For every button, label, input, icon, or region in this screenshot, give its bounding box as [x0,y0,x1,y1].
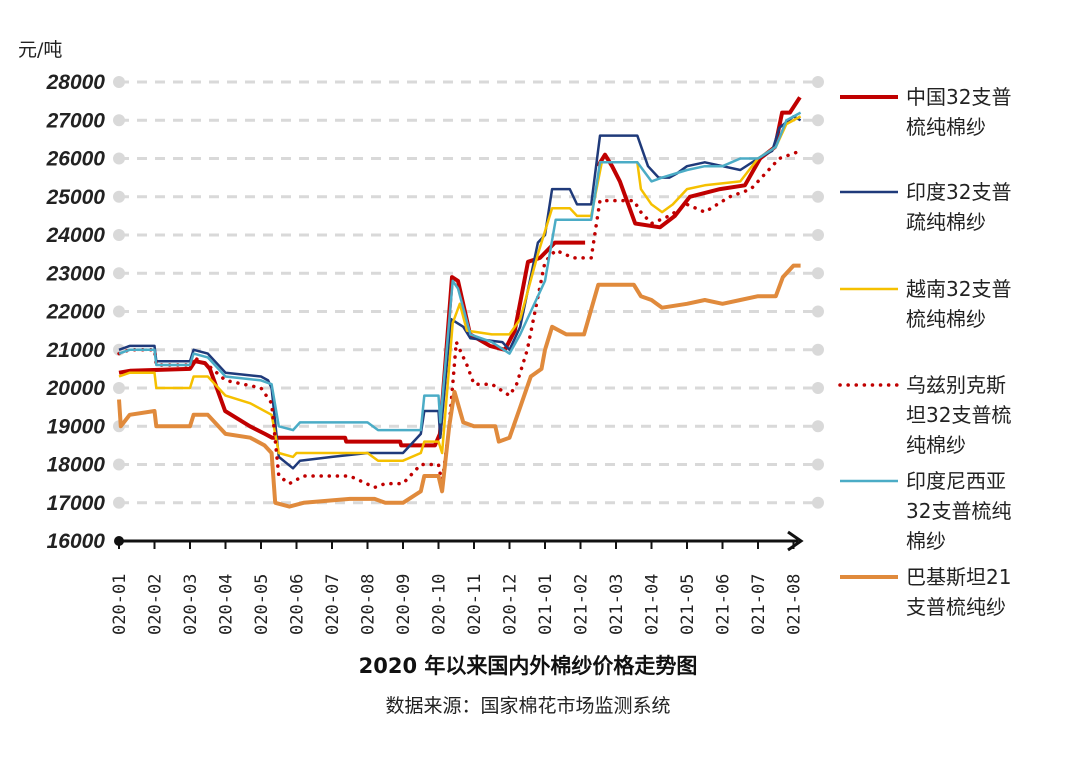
x-axis-ticks: 020-01 020-02 020-03 020-04 020-05 020-06 020-… [110,541,805,635]
x-tick-label: 020-01 [110,574,130,635]
x-tick-label: 020-05 [252,574,272,635]
x-tick-label: 020-10 [430,574,450,635]
legend-label: 棉纱 [906,529,946,553]
y-tick-label: 22000 [46,301,106,324]
y-tick-label: 19000 [47,415,106,438]
legend-label: 印度尼西亚 [906,469,1006,493]
legend-label: 梳纯棉纱 [906,115,986,139]
x-tick-label: 020-09 [394,574,414,635]
legend: 中国32支普梳纯棉纱印度32支普疏纯棉纱越南32支普梳纯棉纱乌兹别克斯坦32支普… [838,85,1011,619]
gridline-end-dot [812,343,824,356]
gridlines [113,76,824,509]
series-line-5 [117,263,801,509]
gridline-end-dot [812,305,824,318]
chart-title: 2020 年以来国内外棉纱价格走势图 [359,654,698,678]
y-axis-ticks: 16000 17000 18000 19000 20000 21000 22000 23000… [46,71,106,553]
x-tick-label: 021-08 [785,574,805,635]
series-line-2 [118,115,802,462]
y-tick-label: 17000 [47,492,106,515]
x-tick-label: 021-04 [643,574,663,635]
y-tick-label: 24000 [46,224,106,247]
series-lines [117,96,803,509]
x-tick-label: 020-03 [181,574,201,635]
x-tick-label: 021-05 [678,574,698,635]
y-tick-label: 20000 [46,377,106,400]
y-tick-label: 21000 [46,339,106,362]
legend-label: 乌兹别克斯 [906,373,1006,397]
legend-label: 纯棉纱 [906,433,966,457]
x-tick-label: 020-11 [465,574,485,635]
gridline-end-dot [812,496,824,509]
legend-label: 疏纯棉纱 [906,210,986,234]
y-tick-label: 28000 [46,71,106,94]
x-tick-label: 020-04 [217,574,237,635]
x-tick-label: 020-07 [323,574,343,635]
gridline-end-dot [113,229,125,241]
gridline-end-dot [113,152,125,165]
gridline-end-dot [812,267,824,280]
x-axis-arrow-icon [787,530,804,552]
gridline-end-dot [812,114,824,127]
gridline-end-dot [113,114,125,127]
gridline-end-dot [113,76,125,88]
gridline-end-dot [812,420,824,433]
y-tick-label: 18000 [47,454,106,477]
x-tick-label: 020-06 [288,574,308,635]
x-tick-label: 021-06 [714,574,734,635]
gridline-end-dot [113,496,125,509]
y-tick-label: 26000 [46,148,106,171]
x-tick-label: 020-12 [501,574,521,635]
y-tick-label: 27000 [46,109,106,132]
legend-label: 印度32支普 [906,180,1011,204]
x-tick-label: 020-08 [359,574,379,635]
series-line-0 [596,96,802,230]
legend-label: 支普梳纯纱 [906,595,1006,619]
x-tick-label: 021-03 [607,574,627,635]
gridline-end-dot [812,229,824,241]
gridline-end-dot [113,190,125,203]
legend-label: 梳纯棉纱 [906,307,986,331]
gridline-end-dot [812,190,824,203]
x-tick-label: 021-02 [572,574,592,635]
chart-source: 数据来源：国家棉花市场监测系统 [385,695,670,717]
y-tick-label: 25000 [46,186,106,209]
series-line-4 [118,111,802,432]
gridline-end-dot [113,458,125,471]
series-line-3 [117,149,803,490]
legend-label: 32支普梳纯 [906,499,1011,523]
series-line-0 [118,240,586,448]
legend-label: 中国32支普 [906,85,1011,109]
legend-label: 坦32支普梳 [906,403,1011,427]
gridline-end-dot [812,382,824,394]
x-tick-label: 020-02 [146,574,166,635]
x-tick-label: 021-07 [749,574,769,635]
x-axis [114,530,804,552]
gridline-end-dot [113,305,125,318]
gridline-end-dot [113,382,125,394]
y-axis-unit-label: 元/吨 [18,39,62,61]
y-tick-label: 16000 [47,530,106,553]
x-tick-label: 021-01 [536,574,556,635]
legend-label: 巴基斯坦21 [906,565,1011,589]
gridline-end-dot [812,76,824,88]
legend-label: 越南32支普 [906,277,1011,301]
gridline-end-dot [812,458,824,471]
gridline-end-dot [812,152,824,165]
gridline-end-dot [113,267,125,280]
y-tick-label: 23000 [46,262,106,285]
